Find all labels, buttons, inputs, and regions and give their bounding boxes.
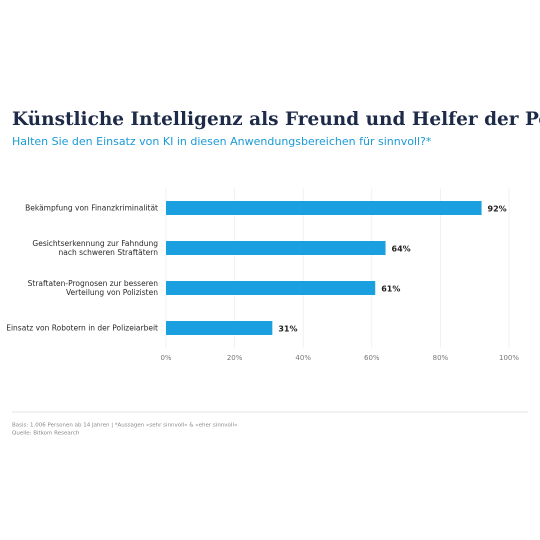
bar bbox=[166, 321, 273, 335]
y-tick-label: Gesichtserkennung zur Fahndung nach schw… bbox=[32, 239, 158, 257]
x-tick-label: 60% bbox=[364, 354, 380, 362]
y-tick-label: Bekämpfung von Finanzkriminalität bbox=[25, 203, 158, 213]
bar bbox=[166, 281, 376, 295]
x-tick-label: 0% bbox=[160, 354, 171, 362]
chart-title: Künstliche Intelligenz als Freund und He… bbox=[12, 109, 540, 130]
x-tick-label: 80% bbox=[433, 354, 449, 362]
x-tick-label: 100% bbox=[499, 354, 519, 362]
value-label: 64% bbox=[392, 245, 411, 254]
value-label: 31% bbox=[278, 325, 297, 334]
bar bbox=[166, 241, 386, 255]
x-tick-label: 40% bbox=[295, 354, 311, 362]
x-tick-label: 20% bbox=[227, 354, 243, 362]
value-label: 61% bbox=[381, 285, 400, 294]
y-tick-label: Straftaten-Prognosen zur besseren Vertei… bbox=[27, 279, 158, 297]
value-label: 92% bbox=[488, 205, 507, 214]
footnote: Basis: 1.006 Personen ab 14 Jahren | *Au… bbox=[12, 423, 237, 429]
source: Quelle: Bitkom Research bbox=[12, 431, 80, 437]
chart-subtitle: Halten Sie den Einsatz von KI in diesen … bbox=[12, 135, 432, 148]
bar bbox=[166, 201, 482, 215]
y-tick-label: Einsatz von Robotern in der Polizeiarbei… bbox=[6, 323, 158, 333]
